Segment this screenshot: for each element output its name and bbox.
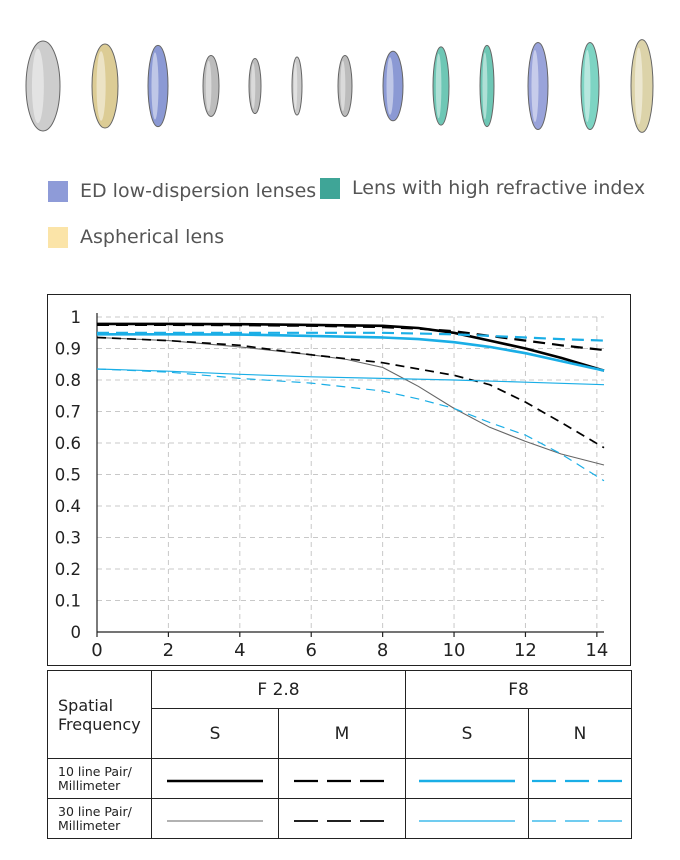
x-tick-label: 0 bbox=[91, 640, 102, 661]
lens-element-2 bbox=[91, 43, 119, 129]
lens-elements-illustration bbox=[25, 39, 654, 133]
row-label-10lp: 10 line Pair/ Millimeter bbox=[47, 758, 152, 799]
f8-group-header: F8 bbox=[404, 670, 633, 709]
x-tick-label: 6 bbox=[305, 640, 316, 661]
y-tick-label: 0.6 bbox=[55, 434, 81, 453]
ed-lens-swatch bbox=[48, 180, 68, 202]
sample-line-f28-10-s bbox=[167, 779, 263, 783]
sample-line-f8-30-n bbox=[532, 820, 628, 822]
y-tick-label: 0.3 bbox=[55, 529, 81, 548]
y-tick-label: 1 bbox=[71, 308, 82, 327]
f28-sagittal-header: S bbox=[151, 708, 279, 759]
sample-f28-10-m bbox=[278, 758, 406, 799]
legend-aspherical-lens: Aspherical lens bbox=[48, 226, 224, 248]
sample-f8-10-n bbox=[527, 758, 633, 799]
x-tick-label: 14 bbox=[585, 640, 608, 661]
x-tick-label: 10 bbox=[443, 640, 466, 661]
series-f28-30-m bbox=[96, 336, 605, 449]
f8-sagittal-header: S bbox=[405, 708, 529, 759]
lens-element-9 bbox=[432, 46, 450, 126]
series-f8-10-n bbox=[97, 331, 605, 342]
f8-n-header: N bbox=[527, 708, 633, 759]
y-tick-label: 0.7 bbox=[55, 403, 81, 422]
legend-high-refractive-lens: Lens with high refractive index bbox=[320, 177, 645, 199]
sample-line-f28-10-m bbox=[294, 779, 390, 783]
y-tick-label: 0 bbox=[71, 623, 82, 642]
lens-element-8 bbox=[382, 50, 404, 122]
lens-element-3 bbox=[147, 44, 169, 128]
lens-element-4 bbox=[202, 55, 220, 117]
f28-group-header: F 2.8 bbox=[151, 670, 406, 709]
spatial-frequency-header: Spatial Frequency bbox=[47, 670, 152, 759]
y-tick-label: 0.1 bbox=[55, 592, 81, 611]
series-f8-30-s bbox=[96, 368, 605, 386]
sample-f28-30-m bbox=[278, 798, 406, 839]
lens-element-11 bbox=[527, 42, 549, 130]
x-tick-label: 4 bbox=[234, 640, 245, 661]
sample-f8-10-s bbox=[405, 758, 529, 799]
sample-f8-30-n bbox=[527, 798, 633, 839]
f28-meridional-header: M bbox=[278, 708, 406, 759]
sample-f8-30-s bbox=[405, 798, 529, 839]
x-tick-label: 12 bbox=[514, 640, 537, 661]
lens-element-1 bbox=[25, 40, 61, 132]
high-refractive-lens-label: Lens with high refractive index bbox=[352, 177, 646, 199]
lens-element-12 bbox=[580, 42, 600, 130]
aspherical-lens-swatch bbox=[48, 226, 68, 248]
y-tick-label: 0.9 bbox=[55, 340, 81, 359]
sample-line-f28-30-s bbox=[167, 820, 263, 822]
series-f28-10-m bbox=[97, 323, 605, 352]
mtf-chart: 0 2 4 6 8 10 12 14 0 0.1 0.2 0.3 0.4 0.5 0.6 0.7 0.8 0.9 1 bbox=[55, 308, 609, 661]
lens-element-5 bbox=[248, 57, 262, 115]
lens-element-10 bbox=[479, 44, 495, 128]
lens-element-7 bbox=[337, 55, 353, 117]
sample-f28-30-s bbox=[151, 798, 279, 839]
series-f8-30-n bbox=[96, 368, 605, 482]
sample-line-f8-30-s bbox=[419, 820, 515, 822]
sample-line-f28-30-m bbox=[294, 820, 390, 822]
sample-line-f8-10-n bbox=[532, 779, 628, 783]
series-f8-10-s bbox=[97, 333, 605, 372]
y-tick-label: 0.4 bbox=[55, 497, 81, 516]
series-f28-10-s bbox=[97, 322, 605, 372]
y-tick-label: 0.5 bbox=[55, 466, 81, 485]
x-tick-label: 8 bbox=[377, 640, 388, 661]
legend-ed-lens: ED low-dispersion lenses bbox=[48, 180, 316, 202]
mtf-legend-table: Spatial Frequency F 2.8 F8 S M S N 10 li… bbox=[47, 670, 633, 839]
high-refractive-lens-swatch bbox=[320, 177, 340, 199]
sample-line-f8-10-s bbox=[419, 779, 515, 783]
lens-element-13 bbox=[630, 39, 654, 133]
mtf-chart-frame: 0 2 4 6 8 10 12 14 0 0.1 0.2 0.3 0.4 0.5 0.6 0.7 0.8 0.9 1 bbox=[47, 294, 631, 666]
y-tick-label: 0.8 bbox=[55, 371, 81, 390]
y-tick-label: 0.2 bbox=[55, 560, 81, 579]
lens-element-6 bbox=[291, 56, 303, 116]
aspherical-lens-label: Aspherical lens bbox=[80, 226, 225, 248]
row-label-30lp: 30 line Pair/ Millimeter bbox=[47, 798, 152, 839]
ed-lens-label: ED low-dispersion lenses bbox=[80, 180, 317, 202]
sample-f28-10-s bbox=[151, 758, 279, 799]
x-tick-label: 2 bbox=[163, 640, 174, 661]
series-f28-30-s bbox=[96, 336, 605, 466]
